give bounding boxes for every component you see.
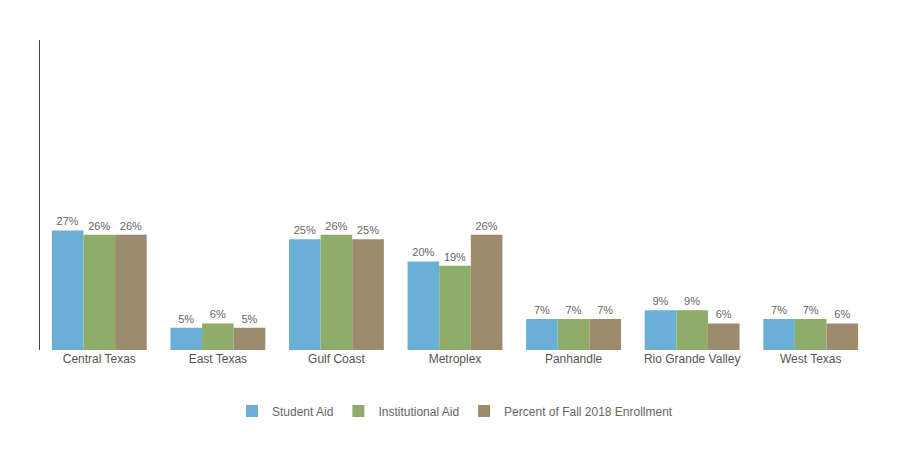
svg-text:25%: 25% xyxy=(294,224,316,236)
svg-text:26%: 26% xyxy=(120,220,142,232)
svg-text:Metroplex: Metroplex xyxy=(429,352,482,366)
svg-text:20%: 20% xyxy=(412,246,434,258)
svg-text:Gulf Coast: Gulf Coast xyxy=(308,352,365,366)
svg-text:West Texas: West Texas xyxy=(780,352,842,366)
svg-text:19%: 19% xyxy=(444,251,466,263)
svg-text:27%: 27% xyxy=(57,215,79,227)
svg-text:25%: 25% xyxy=(357,224,379,236)
svg-text:9%: 9% xyxy=(652,295,668,307)
svg-text:7%: 7% xyxy=(803,304,819,316)
svg-text:9%: 9% xyxy=(684,295,700,307)
svg-text:26%: 26% xyxy=(88,220,110,232)
svg-text:7%: 7% xyxy=(771,304,787,316)
svg-text:East Texas: East Texas xyxy=(189,352,247,366)
svg-text:Student Aid: Student Aid xyxy=(272,405,333,419)
svg-text:7%: 7% xyxy=(534,304,550,316)
svg-text:6%: 6% xyxy=(716,308,732,320)
svg-text:26%: 26% xyxy=(325,220,347,232)
svg-text:6%: 6% xyxy=(210,308,226,320)
svg-text:6%: 6% xyxy=(834,308,850,320)
svg-text:Panhandle: Panhandle xyxy=(545,352,603,366)
svg-text:Institutional Aid: Institutional Aid xyxy=(378,405,459,419)
svg-text:5%: 5% xyxy=(178,313,194,325)
svg-text:7%: 7% xyxy=(597,304,613,316)
svg-text:7%: 7% xyxy=(566,304,582,316)
svg-text:Percent of Fall 2018 Enrollmen: Percent of Fall 2018 Enrollment xyxy=(504,405,673,419)
svg-text:5%: 5% xyxy=(241,313,257,325)
svg-text:Rio Grande Valley: Rio Grande Valley xyxy=(644,352,741,366)
svg-text:Central Texas: Central Texas xyxy=(63,352,136,366)
svg-text:26%: 26% xyxy=(476,220,498,232)
